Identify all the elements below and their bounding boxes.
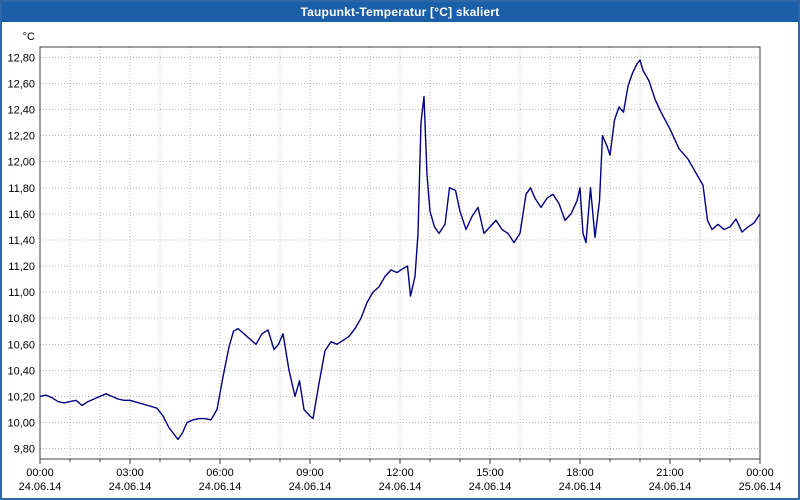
y-axis-tick-label: 10,60 (7, 339, 35, 351)
plot-frame (39, 46, 761, 460)
x-axis-time-label: 21:00 (656, 467, 684, 479)
y-axis-tick-label: 11,60 (8, 209, 35, 221)
window-titlebar: Taupunkt-Temperatur [°C] skaliert (2, 2, 798, 22)
y-axis-unit-label: °C (23, 31, 35, 43)
x-axis-date-label: 24.06.14 (19, 481, 62, 493)
y-axis-tick-label: 11,20 (8, 261, 35, 273)
x-axis-date-label: 24.06.14 (199, 481, 242, 493)
x-axis-date-label: 25.06.14 (739, 481, 782, 493)
x-axis-time-label: 00:00 (26, 467, 54, 479)
y-axis-tick-label: 12,80 (7, 52, 35, 64)
x-axis-time-label: 09:00 (296, 467, 324, 479)
x-axis-time-label: 00:00 (746, 467, 774, 479)
x-axis-date-label: 24.06.14 (289, 481, 332, 493)
x-axis-date-label: 24.06.14 (109, 481, 152, 493)
x-axis-date-label: 24.06.14 (649, 481, 692, 493)
x-axis-date-label: 24.06.14 (469, 481, 512, 493)
y-axis-tick-label: 12,40 (7, 105, 35, 117)
y-axis-tick-label: 12,60 (7, 79, 35, 91)
y-axis-tick-label: 10,20 (7, 391, 35, 403)
y-axis-tick-label: 9,80 (14, 444, 35, 456)
x-axis-date-label: 24.06.14 (559, 481, 602, 493)
chart-area: 12,80 12,60 12,40 12,20 12,00 11,80 11,60 11,40… (2, 22, 798, 498)
x-axis-time-label: 03:00 (116, 467, 144, 479)
line-chart: 12,80 12,60 12,40 12,20 12,00 11,80 11,60 11,40… (7, 31, 782, 493)
y-axis-tick-label: 12,00 (7, 157, 35, 169)
y-axis-tick-label: 10,40 (7, 365, 35, 377)
y-axis-tick-label: 10,80 (7, 313, 35, 325)
x-axis-time-label: 06:00 (206, 467, 234, 479)
x-axis-time-label: 15:00 (476, 467, 504, 479)
chart-title: Taupunkt-Temperatur [°C] skaliert (300, 5, 500, 19)
series-taupunkt-temperatur (39, 59, 761, 441)
y-axis-tick-label: 12,20 (7, 131, 35, 143)
y-axis-tick-label: 11,40 (8, 235, 35, 247)
x-axis-time-label: 12:00 (386, 467, 414, 479)
x-axis-time-label: 18:00 (566, 467, 594, 479)
x-axis-date-label: 24.06.14 (379, 481, 422, 493)
y-axis-tick-label: 10,00 (7, 417, 35, 429)
y-axis-tick-label: 11,00 (8, 287, 35, 299)
y-axis-tick-label: 11,80 (8, 183, 35, 195)
